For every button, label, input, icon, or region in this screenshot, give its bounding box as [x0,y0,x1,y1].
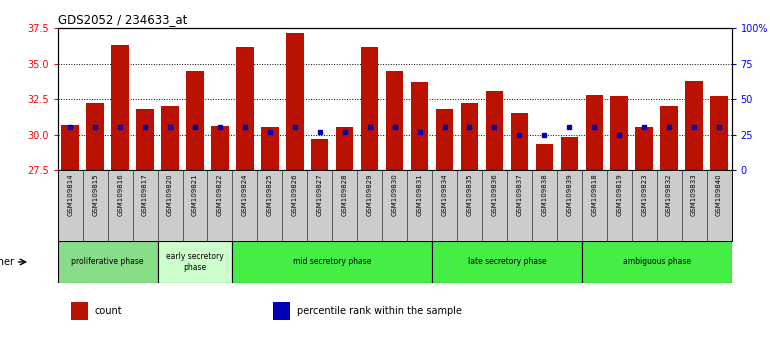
Text: GSM109830: GSM109830 [392,173,397,216]
Bar [136,109,154,170]
Bar [361,47,378,170]
Bar [710,96,728,170]
Text: GSM109821: GSM109821 [192,173,198,216]
Text: GSM109826: GSM109826 [292,173,298,216]
Bar [86,103,104,170]
Text: GSM109819: GSM109819 [616,173,622,216]
Text: GSM109828: GSM109828 [342,173,348,216]
Bar [436,109,454,170]
Text: GSM109827: GSM109827 [316,173,323,216]
Text: GSM109823: GSM109823 [641,173,647,216]
Text: GSM109834: GSM109834 [441,173,447,216]
Bar [411,82,428,170]
Text: GSM109816: GSM109816 [117,173,123,216]
Text: GSM109822: GSM109822 [217,173,223,216]
Text: count: count [95,306,122,316]
Text: GSM109820: GSM109820 [167,173,173,216]
Text: GSM109837: GSM109837 [517,173,522,216]
Bar [460,103,478,170]
Bar [71,302,88,320]
Bar [561,137,578,170]
Bar [311,139,329,170]
Bar [582,241,732,283]
Bar [536,144,553,170]
Bar [236,47,253,170]
Text: GSM109835: GSM109835 [467,173,473,216]
Bar [635,127,653,170]
Bar [261,127,279,170]
Bar [286,33,303,170]
Text: mid secretory phase: mid secretory phase [293,257,371,267]
Bar [161,106,179,170]
Bar [233,241,432,283]
Bar [611,96,628,170]
Text: GSM109832: GSM109832 [666,173,672,216]
Bar [511,113,528,170]
Text: GSM109831: GSM109831 [417,173,423,216]
Text: GSM109838: GSM109838 [541,173,547,216]
Bar [62,125,79,170]
Bar [585,95,603,170]
Text: GSM109818: GSM109818 [591,173,598,216]
Text: GSM109836: GSM109836 [491,173,497,216]
Text: GSM109840: GSM109840 [716,173,722,216]
Text: GSM109817: GSM109817 [142,173,148,216]
Text: GDS2052 / 234633_at: GDS2052 / 234633_at [58,13,187,26]
Text: late secretory phase: late secretory phase [467,257,546,267]
Bar [486,91,503,170]
Text: GSM109814: GSM109814 [67,173,73,216]
Text: GSM109825: GSM109825 [267,173,273,216]
Text: GSM109833: GSM109833 [691,173,697,216]
Text: GSM109815: GSM109815 [92,173,99,216]
Bar [386,71,403,170]
Text: GSM109824: GSM109824 [242,173,248,216]
Bar [112,45,129,170]
Bar [273,302,290,320]
Text: early secretory
phase: early secretory phase [166,252,224,272]
Text: proliferative phase: proliferative phase [72,257,144,267]
Bar [58,241,158,283]
Bar [685,81,703,170]
Text: ambiguous phase: ambiguous phase [623,257,691,267]
Text: percentile rank within the sample: percentile rank within the sample [297,306,462,316]
Bar [661,106,678,170]
Bar [211,126,229,170]
Bar [432,241,582,283]
Bar [336,127,353,170]
Text: GSM109829: GSM109829 [367,173,373,216]
Text: GSM109839: GSM109839 [566,173,572,216]
Bar [186,71,204,170]
Bar [158,241,233,283]
Text: other: other [0,257,15,267]
